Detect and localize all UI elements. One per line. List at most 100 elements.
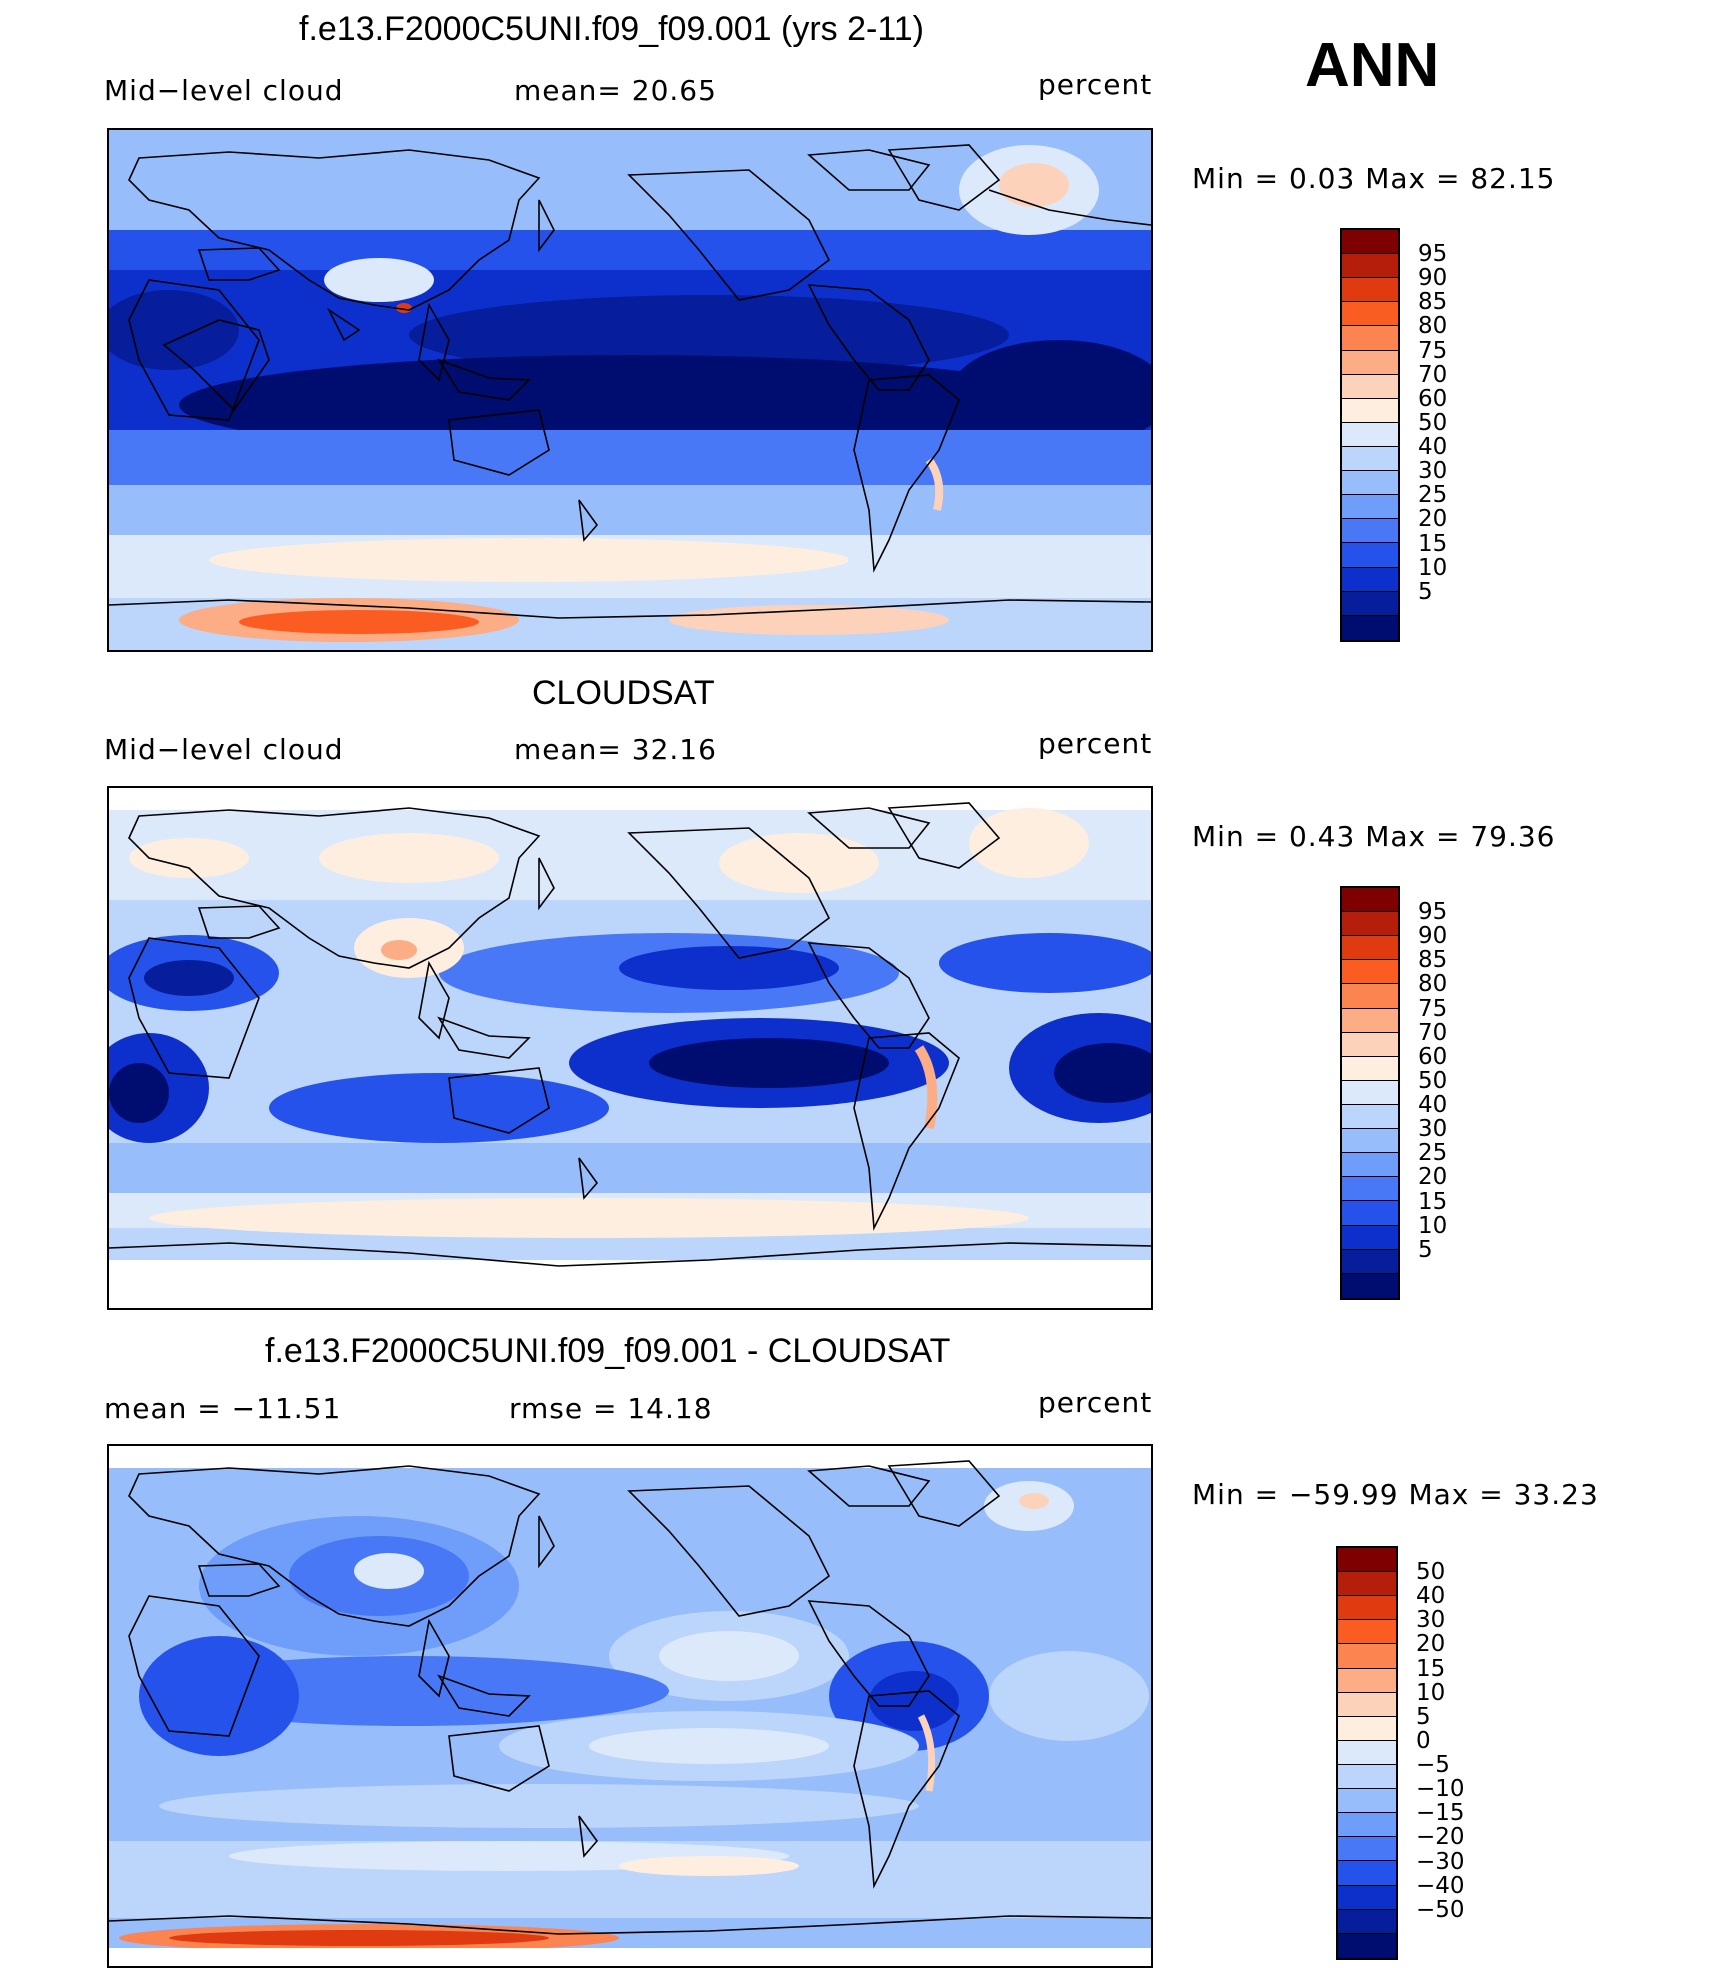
panel-2-minmax: Min = 0.43 Max = 79.36 <box>1192 820 1556 853</box>
colorbar-segment <box>1342 302 1398 327</box>
colorbar-tick-label: 15 <box>1418 530 1448 557</box>
colorbar-segment <box>1338 1692 1396 1717</box>
colorbar-segment <box>1338 1572 1396 1597</box>
colorbar-segment <box>1342 936 1398 961</box>
colorbar-tick-label: −30 <box>1416 1848 1465 1875</box>
colorbar-tick-label: 95 <box>1418 899 1448 926</box>
colorbar-tick-label: 5 <box>1416 1703 1431 1730</box>
colorbar-segment <box>1342 1249 1398 1274</box>
colorbar-segment <box>1342 278 1398 303</box>
colorbar-segment <box>1342 984 1398 1009</box>
colorbar-segment <box>1338 1668 1396 1693</box>
colorbar-tick-label: 40 <box>1418 434 1448 461</box>
colorbar-segment <box>1338 1644 1396 1669</box>
colorbar-tick-label: 60 <box>1418 385 1448 412</box>
colorbar-segment <box>1342 1056 1398 1081</box>
colorbar-tick-label: 95 <box>1418 241 1448 268</box>
colorbar-segment <box>1342 495 1398 520</box>
panel-2-map <box>107 786 1153 1310</box>
panel-3-colorbar <box>1336 1546 1398 1960</box>
colorbar-segment <box>1342 960 1398 985</box>
colorbar-tick-label: 30 <box>1416 1607 1446 1634</box>
colorbar-tick-label: 20 <box>1418 506 1448 533</box>
panel-1-mean-label: mean= 20.65 <box>514 74 717 107</box>
colorbar-tick-label: 85 <box>1418 947 1448 974</box>
colorbar-tick-label: 70 <box>1418 361 1448 388</box>
colorbar-tick-label: 75 <box>1418 337 1448 364</box>
colorbar-tick-label: 10 <box>1418 1212 1448 1239</box>
colorbar-segment <box>1342 422 1398 447</box>
colorbar-tick-label: 30 <box>1418 458 1448 485</box>
colorbar-segment <box>1342 1129 1398 1154</box>
colorbar-tick-label: 10 <box>1416 1679 1446 1706</box>
colorbar-segment <box>1338 1620 1396 1645</box>
colorbar-segment <box>1338 1548 1396 1573</box>
colorbar-tick-label: 25 <box>1418 1140 1448 1167</box>
colorbar-segment <box>1342 1080 1398 1105</box>
colorbar-segment <box>1342 543 1398 568</box>
colorbar-tick-label: −15 <box>1416 1800 1465 1827</box>
colorbar-segment <box>1342 398 1398 423</box>
colorbar-tick-label: 20 <box>1416 1631 1446 1658</box>
panel-1-units-label: percent <box>1038 68 1153 101</box>
colorbar-tick-label: 90 <box>1418 923 1448 950</box>
panel-2-mean-label: mean= 32.16 <box>514 733 717 766</box>
colorbar-tick-label: 90 <box>1418 265 1448 292</box>
colorbar-tick-label: −10 <box>1416 1776 1465 1803</box>
panel-1-minmax: Min = 0.03 Max = 82.15 <box>1192 162 1556 195</box>
colorbar-tick-label: −40 <box>1416 1872 1465 1899</box>
colorbar-tick-label: 80 <box>1418 971 1448 998</box>
colorbar-tick-label: 5 <box>1418 578 1433 605</box>
colorbar-segment <box>1338 1740 1396 1765</box>
colorbar-segment <box>1342 591 1398 616</box>
panel-3-mean-label: mean = −11.51 <box>104 1392 342 1425</box>
colorbar-segment <box>1342 350 1398 375</box>
panel-3-map <box>107 1444 1153 1968</box>
colorbar-segment <box>1342 254 1398 279</box>
colorbar-tick-label: 20 <box>1418 1164 1448 1191</box>
colorbar-segment <box>1342 1104 1398 1130</box>
panel-3-title: f.e13.F2000C5UNI.f09_f09.001 - CLOUDSAT <box>265 1332 951 1370</box>
panel-3-map-graphic <box>109 1446 1151 1966</box>
colorbar-segment <box>1338 1861 1396 1886</box>
panel-1-title: f.e13.F2000C5UNI.f09_f09.001 (yrs 2-11) <box>299 10 924 48</box>
colorbar-tick-label: 15 <box>1416 1655 1446 1682</box>
colorbar-segment <box>1342 888 1398 913</box>
colorbar-segment <box>1342 1225 1398 1250</box>
colorbar-tick-label: 50 <box>1416 1559 1446 1586</box>
colorbar-segment <box>1342 1153 1398 1178</box>
colorbar-tick-label: 75 <box>1418 995 1448 1022</box>
colorbar-tick-label: 40 <box>1418 1092 1448 1119</box>
colorbar-segment <box>1338 1596 1396 1621</box>
panel-2-title: CLOUDSAT <box>532 674 715 712</box>
colorbar-tick-label: 70 <box>1418 1019 1448 1046</box>
colorbar-segment <box>1342 326 1398 351</box>
panel-3-minmax: Min = −59.99 Max = 33.23 <box>1192 1478 1599 1511</box>
colorbar-segment <box>1342 567 1398 592</box>
colorbar-segment <box>1338 1813 1396 1838</box>
colorbar-tick-label: 10 <box>1418 554 1448 581</box>
colorbar-segment <box>1342 230 1398 255</box>
colorbar-tick-label: 50 <box>1418 409 1448 436</box>
colorbar-tick-label: 5 <box>1418 1236 1433 1263</box>
panel-2-units-label: percent <box>1038 727 1153 760</box>
colorbar-segment <box>1338 1789 1396 1814</box>
colorbar-segment <box>1338 1909 1396 1934</box>
panel-3-units-label: percent <box>1038 1386 1153 1419</box>
colorbar-segment <box>1342 1032 1398 1057</box>
colorbar-segment <box>1342 1008 1398 1033</box>
colorbar-tick-label: 85 <box>1418 289 1448 316</box>
panel-1-colorbar <box>1340 228 1400 642</box>
colorbar-segment <box>1342 912 1398 937</box>
colorbar-tick-label: −20 <box>1416 1824 1465 1851</box>
colorbar-segment <box>1342 374 1398 399</box>
colorbar-segment <box>1342 1177 1398 1202</box>
colorbar-tick-label: 80 <box>1418 313 1448 340</box>
colorbar-tick-label: 30 <box>1418 1116 1448 1143</box>
panel-3-rmse-label: rmse = 14.18 <box>509 1392 713 1425</box>
season-label: ANN <box>1305 31 1440 100</box>
colorbar-tick-label: −50 <box>1416 1896 1465 1923</box>
colorbar-segment <box>1338 1933 1396 1958</box>
panel-1-variable-label: Mid−level cloud <box>104 74 344 107</box>
panel-2-colorbar <box>1340 886 1400 1300</box>
